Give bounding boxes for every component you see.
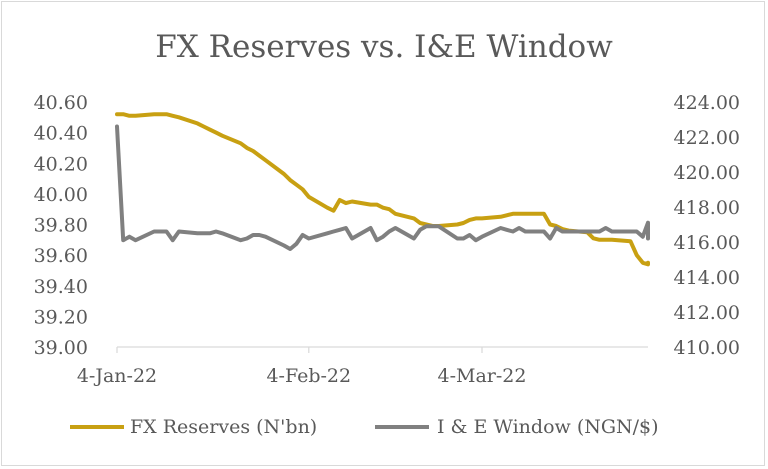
x-tick-label: 4-Feb-22: [266, 365, 351, 387]
legend-label-fx-reserves: FX Reserves (N'bn): [130, 416, 317, 438]
y-left-tick-label: 40.20: [34, 153, 88, 175]
y-left-tick-label: 39.80: [34, 215, 88, 237]
y-left-tick-label: 40.40: [34, 123, 88, 145]
y-left-axis: 39.00 39.20 39.40 39.60 39.80 40.00 40.20 40.40…: [34, 92, 88, 359]
y-right-axis: 410.00 412.00 414.00 416.00 418.00 420.00 422.…: [674, 92, 740, 359]
y-right-tick-label: 416.00: [674, 232, 740, 254]
y-left-tick-label: 40.00: [34, 184, 88, 206]
y-right-tick-label: 418.00: [674, 197, 740, 219]
y-left-tick-label: 39.60: [34, 245, 88, 267]
chart-title: FX Reserves vs. I&E Window: [155, 29, 613, 65]
x-axis: 4-Jan-22 4-Feb-22 4-Mar-22: [77, 347, 527, 387]
y-right-tick-label: 412.00: [674, 302, 740, 324]
series-line-ie-window: [115, 124, 650, 251]
y-right-tick-label: 414.00: [674, 267, 740, 289]
y-left-tick-label: 39.00: [34, 337, 88, 359]
legend-label-ie-window: I & E Window (NGN/$): [437, 416, 659, 438]
legend: FX Reserves (N'bn) I & E Window (NGN/$): [70, 416, 659, 438]
y-left-tick-label: 39.40: [34, 276, 88, 298]
y-left-tick-label: 40.60: [34, 92, 88, 114]
y-right-tick-label: 422.00: [674, 127, 740, 149]
y-right-tick-label: 424.00: [674, 92, 740, 114]
x-tick-label: 4-Mar-22: [438, 365, 527, 387]
y-left-tick-label: 39.20: [34, 306, 88, 328]
series-line-fx-reserves: [115, 112, 650, 267]
y-right-tick-label: 420.00: [674, 162, 740, 184]
series-layer: [115, 112, 650, 267]
x-tick-label: 4-Jan-22: [77, 365, 157, 387]
y-right-tick-label: 410.00: [674, 337, 740, 359]
